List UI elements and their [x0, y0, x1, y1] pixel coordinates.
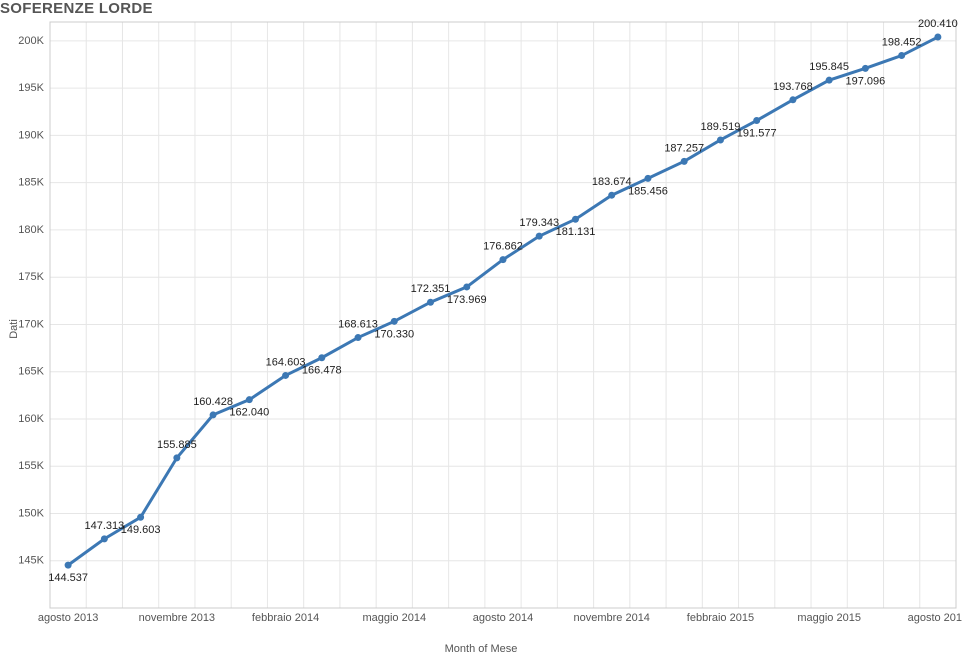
data-point [65, 562, 72, 569]
point-label: 179.343 [519, 217, 559, 229]
y-tick-label: 190K [18, 129, 44, 141]
point-label: 147.313 [84, 520, 124, 532]
data-point [681, 158, 688, 165]
y-tick-label: 150K [18, 507, 44, 519]
x-tick-label: maggio 2015 [797, 612, 861, 624]
data-point [572, 216, 579, 223]
y-tick-label: 185K [18, 177, 44, 189]
point-label: 197.096 [846, 75, 886, 87]
point-label: 198.452 [882, 37, 922, 49]
point-label: 166.478 [302, 365, 342, 377]
point-label: 200.410 [918, 18, 958, 30]
line-chart: 145K 150K 155K 160K 165K 170K 175K 180K 185K 190K… [0, 0, 962, 657]
x-tick-label: novembre 2014 [573, 612, 649, 624]
data-point [463, 283, 470, 290]
series-line [68, 37, 938, 565]
point-label: 162.040 [229, 407, 269, 419]
data-point [826, 77, 833, 84]
y-tick-label: 145K [18, 555, 44, 567]
data-point [318, 354, 325, 361]
data-point [101, 535, 108, 542]
x-tick-label: agosto 2015 [908, 612, 962, 624]
point-label: 173.969 [447, 294, 487, 306]
y-tick-label: 170K [18, 318, 44, 330]
data-point [282, 372, 289, 379]
data-point [210, 411, 217, 418]
point-label: 160.428 [193, 396, 233, 408]
data-point [934, 34, 941, 41]
data-point [246, 396, 253, 403]
y-tick-label: 165K [18, 366, 44, 378]
point-label: 185.456 [628, 185, 668, 197]
data-point [391, 318, 398, 325]
point-label: 168.613 [338, 319, 378, 331]
point-label: 183.674 [592, 176, 632, 188]
data-point [898, 52, 905, 59]
point-label: 191.577 [737, 128, 777, 140]
x-tick-label: febbraio 2015 [687, 612, 754, 624]
x-tick-label: maggio 2014 [362, 612, 426, 624]
data-point [137, 514, 144, 521]
x-tick-label: novembre 2013 [139, 612, 215, 624]
y-tick-label: 155K [18, 460, 44, 472]
y-tick-label: 175K [18, 271, 44, 283]
point-label: 144.537 [48, 572, 88, 584]
point-label: 187.257 [664, 142, 704, 154]
x-tick-label: febbraio 2014 [252, 612, 319, 624]
point-label: 195.845 [809, 61, 849, 73]
point-label: 155.885 [157, 439, 197, 451]
point-label: 170.330 [374, 328, 414, 340]
point-label: 181.131 [556, 226, 596, 238]
data-point [536, 233, 543, 240]
data-point [644, 175, 651, 182]
data-point [608, 192, 615, 199]
data-point [173, 454, 180, 461]
point-label: 172.351 [411, 283, 451, 295]
data-point [789, 96, 796, 103]
point-label: 176.862 [483, 241, 523, 253]
data-point [500, 256, 507, 263]
x-tick-label: agosto 2013 [38, 612, 99, 624]
data-point [427, 299, 434, 306]
data-point [753, 117, 760, 124]
y-tick-label: 195K [18, 82, 44, 94]
y-tick-label: 160K [18, 413, 44, 425]
y-tick-label: 200K [18, 35, 44, 47]
point-label: 149.603 [121, 524, 161, 536]
x-tick-label: agosto 2014 [473, 612, 534, 624]
data-point [717, 136, 724, 143]
data-point [355, 334, 362, 341]
y-tick-label: 180K [18, 224, 44, 236]
point-label: 164.603 [266, 356, 306, 368]
point-label: 189.519 [701, 121, 741, 133]
data-point [862, 65, 869, 72]
point-label: 193.768 [773, 81, 813, 93]
